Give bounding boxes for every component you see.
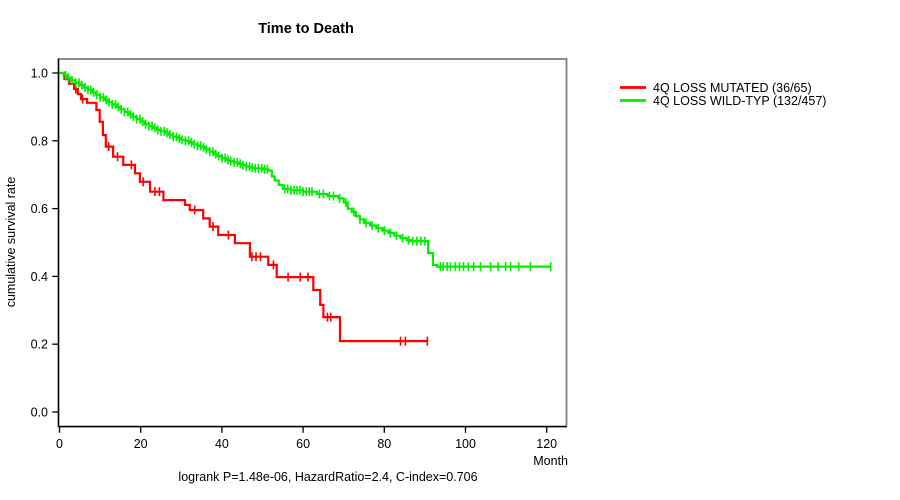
y-tick-label: 0.2 [31,338,48,352]
y-tick-label: 0.4 [31,270,48,284]
survival-curve-0 [59,71,428,343]
stats-annotation: logrank P=1.48e-06, HazardRatio=2.4, C-i… [178,470,477,484]
y-tick-label: 0.8 [31,134,48,148]
survival-curve-1 [59,71,551,268]
y-tick-label: 0.0 [31,406,48,420]
chart-title: Time to Death [258,21,354,37]
y-axis-title: cumulative survival rate [4,177,18,308]
y-tick-label: 1.0 [31,67,48,81]
x-tick-label: 20 [134,437,148,451]
legend-label-mutated: 4Q LOSS MUTATED (36/65) [653,81,812,95]
x-axis-ticks: 0 20 40 60 80 100 120 [56,426,557,451]
y-tick-label: 0.6 [31,202,48,216]
legend: 4Q LOSS MUTATED (36/65) 4Q LOSS WILD-TYP… [620,81,826,108]
x-tick-label: 80 [377,437,391,451]
censor-marks-1 [64,70,552,272]
y-axis-ticks: 0.0 0.2 0.4 0.6 0.8 1.0 [31,67,59,420]
x-tick-label: 60 [296,437,310,451]
censor-marks-0 [74,84,429,346]
x-tick-label: 120 [536,437,557,451]
survival-curves [59,70,552,346]
legend-label-wildtype: 4Q LOSS WILD-TYP (132/457) [653,94,826,108]
x-tick-label: 100 [455,437,476,451]
plot-box [57,58,568,428]
x-tick-label: 40 [215,437,229,451]
x-tick-label: 0 [56,437,63,451]
x-axis-title: Month [533,454,568,468]
